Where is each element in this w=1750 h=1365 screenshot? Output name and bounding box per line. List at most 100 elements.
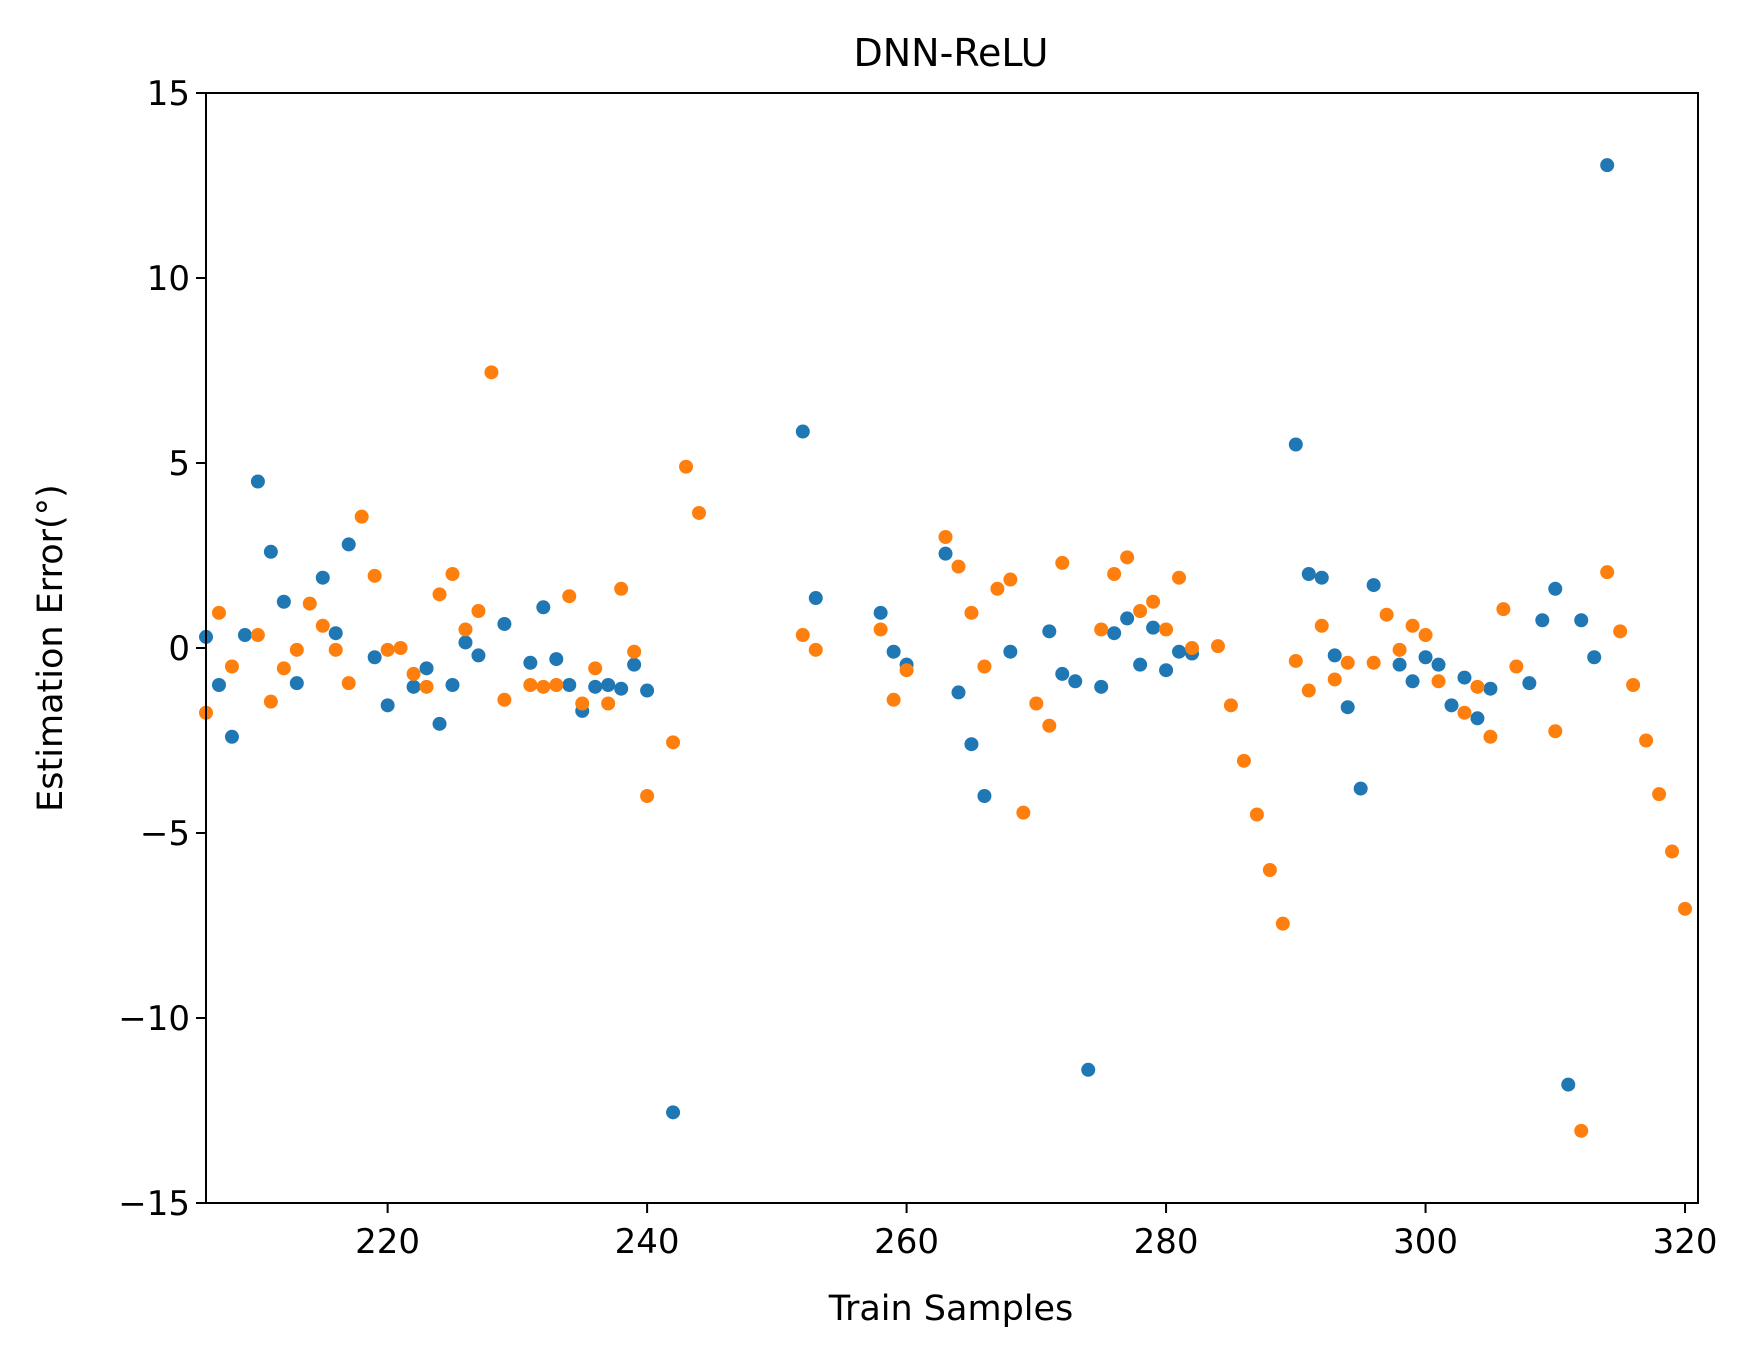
series-1-point: [1353, 781, 1368, 796]
series-1-point: [276, 594, 291, 609]
series-1-point: [1444, 698, 1459, 713]
series-2-point: [1626, 678, 1641, 692]
series-2-point: [1366, 655, 1381, 670]
series-2-point: [873, 622, 888, 637]
series-2-point: [1496, 602, 1511, 617]
x-axis: 220 240 260 280 300 320: [355, 1203, 1717, 1262]
series-1-point: [1301, 567, 1316, 581]
series-1-point: [289, 676, 304, 691]
series-1-point: [1457, 670, 1472, 685]
series-2-point: [1275, 916, 1290, 931]
series-2-point: [1120, 550, 1135, 565]
y-tick-label: 15: [147, 74, 190, 114]
series-1-point: [562, 678, 577, 692]
series-1-point: [328, 626, 343, 641]
chart-title: DNN-ReLU: [854, 31, 1049, 75]
series-2-point: [1146, 594, 1161, 609]
series-1-point: [795, 424, 810, 439]
series-2-point: [419, 679, 434, 694]
series-2-point: [1379, 607, 1394, 622]
x-tick-label: 280: [1134, 1222, 1199, 1262]
series-1-point: [406, 679, 421, 694]
y-tick-label: 10: [147, 259, 190, 299]
series-1-point: [1561, 1077, 1576, 1092]
series-2-point: [432, 587, 447, 602]
series-2-point: [977, 659, 992, 674]
series-2-point: [1548, 724, 1563, 739]
series-1-point: [419, 661, 434, 676]
points-layer: [199, 158, 1693, 1138]
series-2-point: [1107, 567, 1122, 581]
series-2-point: [899, 663, 914, 678]
series-2-point: [367, 568, 382, 583]
series-2-point: [666, 735, 681, 750]
series-2-point: [497, 692, 512, 707]
x-tick-label: 320: [1653, 1222, 1718, 1262]
y-tick-label: −15: [118, 1184, 190, 1224]
series-2-point: [1223, 698, 1238, 713]
series-1-point: [1392, 657, 1407, 672]
series-2-point: [1652, 787, 1667, 802]
series-2-point: [1133, 604, 1148, 618]
series-1-point: [1327, 648, 1342, 663]
series-1-point: [1418, 650, 1433, 665]
series-2-point: [1392, 642, 1407, 657]
series-2-point: [341, 676, 356, 691]
series-2-point: [692, 505, 707, 520]
series-1-point: [536, 600, 551, 615]
series-1-point: [1340, 700, 1355, 715]
series-2-point: [1340, 655, 1355, 670]
series-2-point: [458, 622, 473, 637]
series-2-point: [1094, 622, 1109, 637]
series-1-point: [1042, 624, 1057, 639]
series-2-point: [224, 659, 239, 674]
series-2-point: [1665, 844, 1680, 859]
series-2-point: [1185, 641, 1200, 655]
series-1-point: [1405, 674, 1420, 689]
series-1-point: [1120, 611, 1135, 626]
series-1-point: [1068, 674, 1083, 689]
series-1-point: [250, 474, 265, 489]
series-1-point: [977, 789, 992, 803]
series-1-point: [549, 652, 564, 667]
series-1-point: [886, 644, 901, 659]
series-1-point: [1159, 663, 1174, 678]
y-tick-label: −5: [140, 814, 190, 854]
series-1-point: [1470, 711, 1485, 726]
series-2-point: [1042, 718, 1057, 733]
y-axis-label: Estimation Error(°): [31, 484, 71, 812]
series-2-point: [1678, 901, 1693, 916]
series-2-point: [1457, 705, 1472, 720]
series-2-point: [380, 642, 395, 657]
series-2-point: [523, 678, 538, 692]
series-2-point: [614, 581, 629, 596]
series-1-point: [1288, 437, 1303, 452]
series-2-point: [1405, 618, 1420, 633]
series-1-point: [873, 605, 888, 620]
series-1-point: [1600, 158, 1615, 173]
series-2-point: [1055, 555, 1070, 570]
series-2-point: [1600, 565, 1615, 580]
series-2-point: [1016, 805, 1031, 820]
series-2-point: [1029, 696, 1044, 711]
series-1-point: [1172, 644, 1187, 659]
series-1-point: [1535, 613, 1550, 628]
series-1-point: [1548, 581, 1563, 596]
series-2-point: [640, 789, 655, 803]
series-1-point: [445, 678, 460, 692]
series-1-point: [341, 537, 356, 552]
series-2-point: [1159, 622, 1174, 637]
y-tick-label: 0: [168, 629, 190, 669]
series-2-point: [1639, 733, 1654, 748]
series-2-point: [1210, 639, 1225, 654]
series-2-point: [315, 618, 330, 633]
series-2-point: [289, 642, 304, 657]
series-1-point: [1081, 1062, 1096, 1077]
series-2-point: [328, 642, 343, 657]
series-2-point: [808, 642, 823, 657]
series-1-point: [1483, 681, 1498, 696]
series-2-point: [562, 589, 577, 604]
series-1-point: [1146, 620, 1161, 635]
series-1-point: [263, 544, 278, 559]
